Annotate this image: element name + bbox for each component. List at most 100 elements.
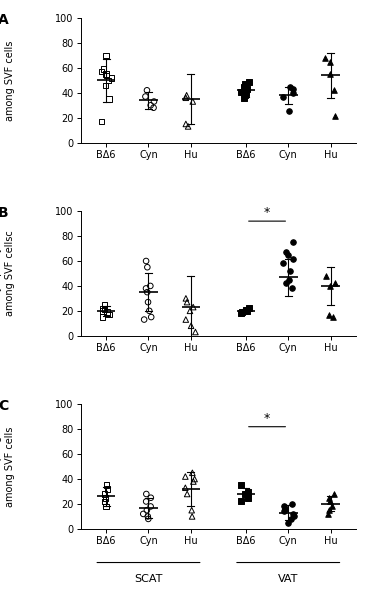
Point — [141, 315, 147, 325]
Point — [184, 297, 190, 307]
Point — [101, 64, 106, 74]
Point — [109, 73, 115, 83]
Text: C: C — [0, 399, 8, 413]
Point — [103, 502, 109, 511]
Point — [285, 518, 291, 528]
Point — [148, 493, 154, 502]
Point — [241, 83, 247, 93]
Point — [148, 502, 153, 511]
Point — [188, 321, 194, 331]
Point — [326, 310, 332, 319]
Text: A: A — [0, 13, 9, 27]
Point — [143, 284, 149, 293]
Point — [290, 509, 296, 519]
Point — [242, 489, 248, 499]
Point — [287, 266, 292, 276]
Point — [150, 103, 156, 112]
Point — [332, 112, 338, 121]
Point — [184, 91, 189, 100]
Point — [329, 502, 335, 511]
Point — [190, 302, 196, 312]
Point — [285, 250, 291, 260]
Point — [151, 97, 157, 106]
Point — [99, 117, 105, 126]
Point — [190, 97, 196, 106]
Point — [106, 94, 112, 104]
Point — [286, 275, 292, 284]
Point — [144, 263, 150, 272]
Point — [189, 468, 195, 478]
Point — [143, 496, 149, 506]
Point — [327, 57, 333, 67]
Point — [290, 88, 295, 97]
Point — [145, 511, 151, 521]
Point — [145, 514, 151, 523]
Point — [245, 487, 251, 496]
Point — [239, 496, 244, 506]
Point — [288, 514, 294, 523]
Point — [143, 489, 149, 499]
Text: *: * — [264, 206, 270, 219]
Point — [143, 256, 149, 266]
Point — [145, 297, 151, 307]
Point — [331, 489, 337, 499]
Point — [103, 50, 109, 60]
Point — [189, 511, 195, 521]
Point — [102, 81, 108, 90]
Point — [281, 507, 287, 516]
Point — [326, 505, 332, 515]
Point — [290, 84, 296, 94]
Point — [244, 305, 250, 314]
Point — [99, 304, 105, 313]
Point — [283, 248, 289, 257]
Point — [283, 279, 288, 288]
Point — [333, 279, 338, 288]
Point — [290, 237, 296, 247]
Point — [182, 483, 188, 493]
Point — [286, 106, 292, 116]
Point — [244, 84, 250, 94]
Point — [146, 306, 152, 316]
Point — [190, 477, 196, 486]
Point — [142, 92, 148, 102]
Point — [246, 77, 252, 87]
Point — [327, 281, 333, 291]
Point — [291, 511, 297, 521]
Point — [106, 76, 112, 85]
Text: B: B — [0, 206, 9, 220]
Point — [104, 307, 110, 317]
Point — [327, 496, 333, 506]
Point — [288, 284, 294, 293]
Point — [326, 493, 332, 502]
Point — [148, 313, 154, 322]
Point — [280, 258, 286, 268]
Point — [238, 87, 244, 96]
Point — [101, 305, 107, 314]
Point — [106, 310, 112, 319]
Point — [182, 472, 188, 481]
Point — [103, 480, 109, 490]
Point — [183, 93, 189, 103]
Point — [102, 300, 108, 310]
Point — [282, 504, 288, 514]
Point — [103, 69, 109, 79]
Y-axis label: % macrophage
among SVF cells: % macrophage among SVF cells — [0, 426, 15, 507]
Point — [192, 474, 197, 484]
Point — [289, 499, 295, 509]
Point — [322, 53, 328, 63]
Point — [243, 88, 249, 97]
Point — [241, 93, 247, 103]
Point — [325, 509, 331, 519]
Point — [330, 313, 336, 322]
Point — [331, 85, 337, 95]
Point — [185, 121, 191, 131]
Point — [244, 306, 250, 316]
Point — [98, 67, 104, 76]
Point — [239, 308, 244, 318]
Y-axis label: % CD45+ cells
among SVF cells: % CD45+ cells among SVF cells — [0, 40, 15, 121]
Point — [102, 496, 108, 506]
Point — [183, 119, 189, 129]
Point — [148, 281, 153, 291]
Point — [239, 307, 245, 317]
Point — [189, 505, 195, 515]
